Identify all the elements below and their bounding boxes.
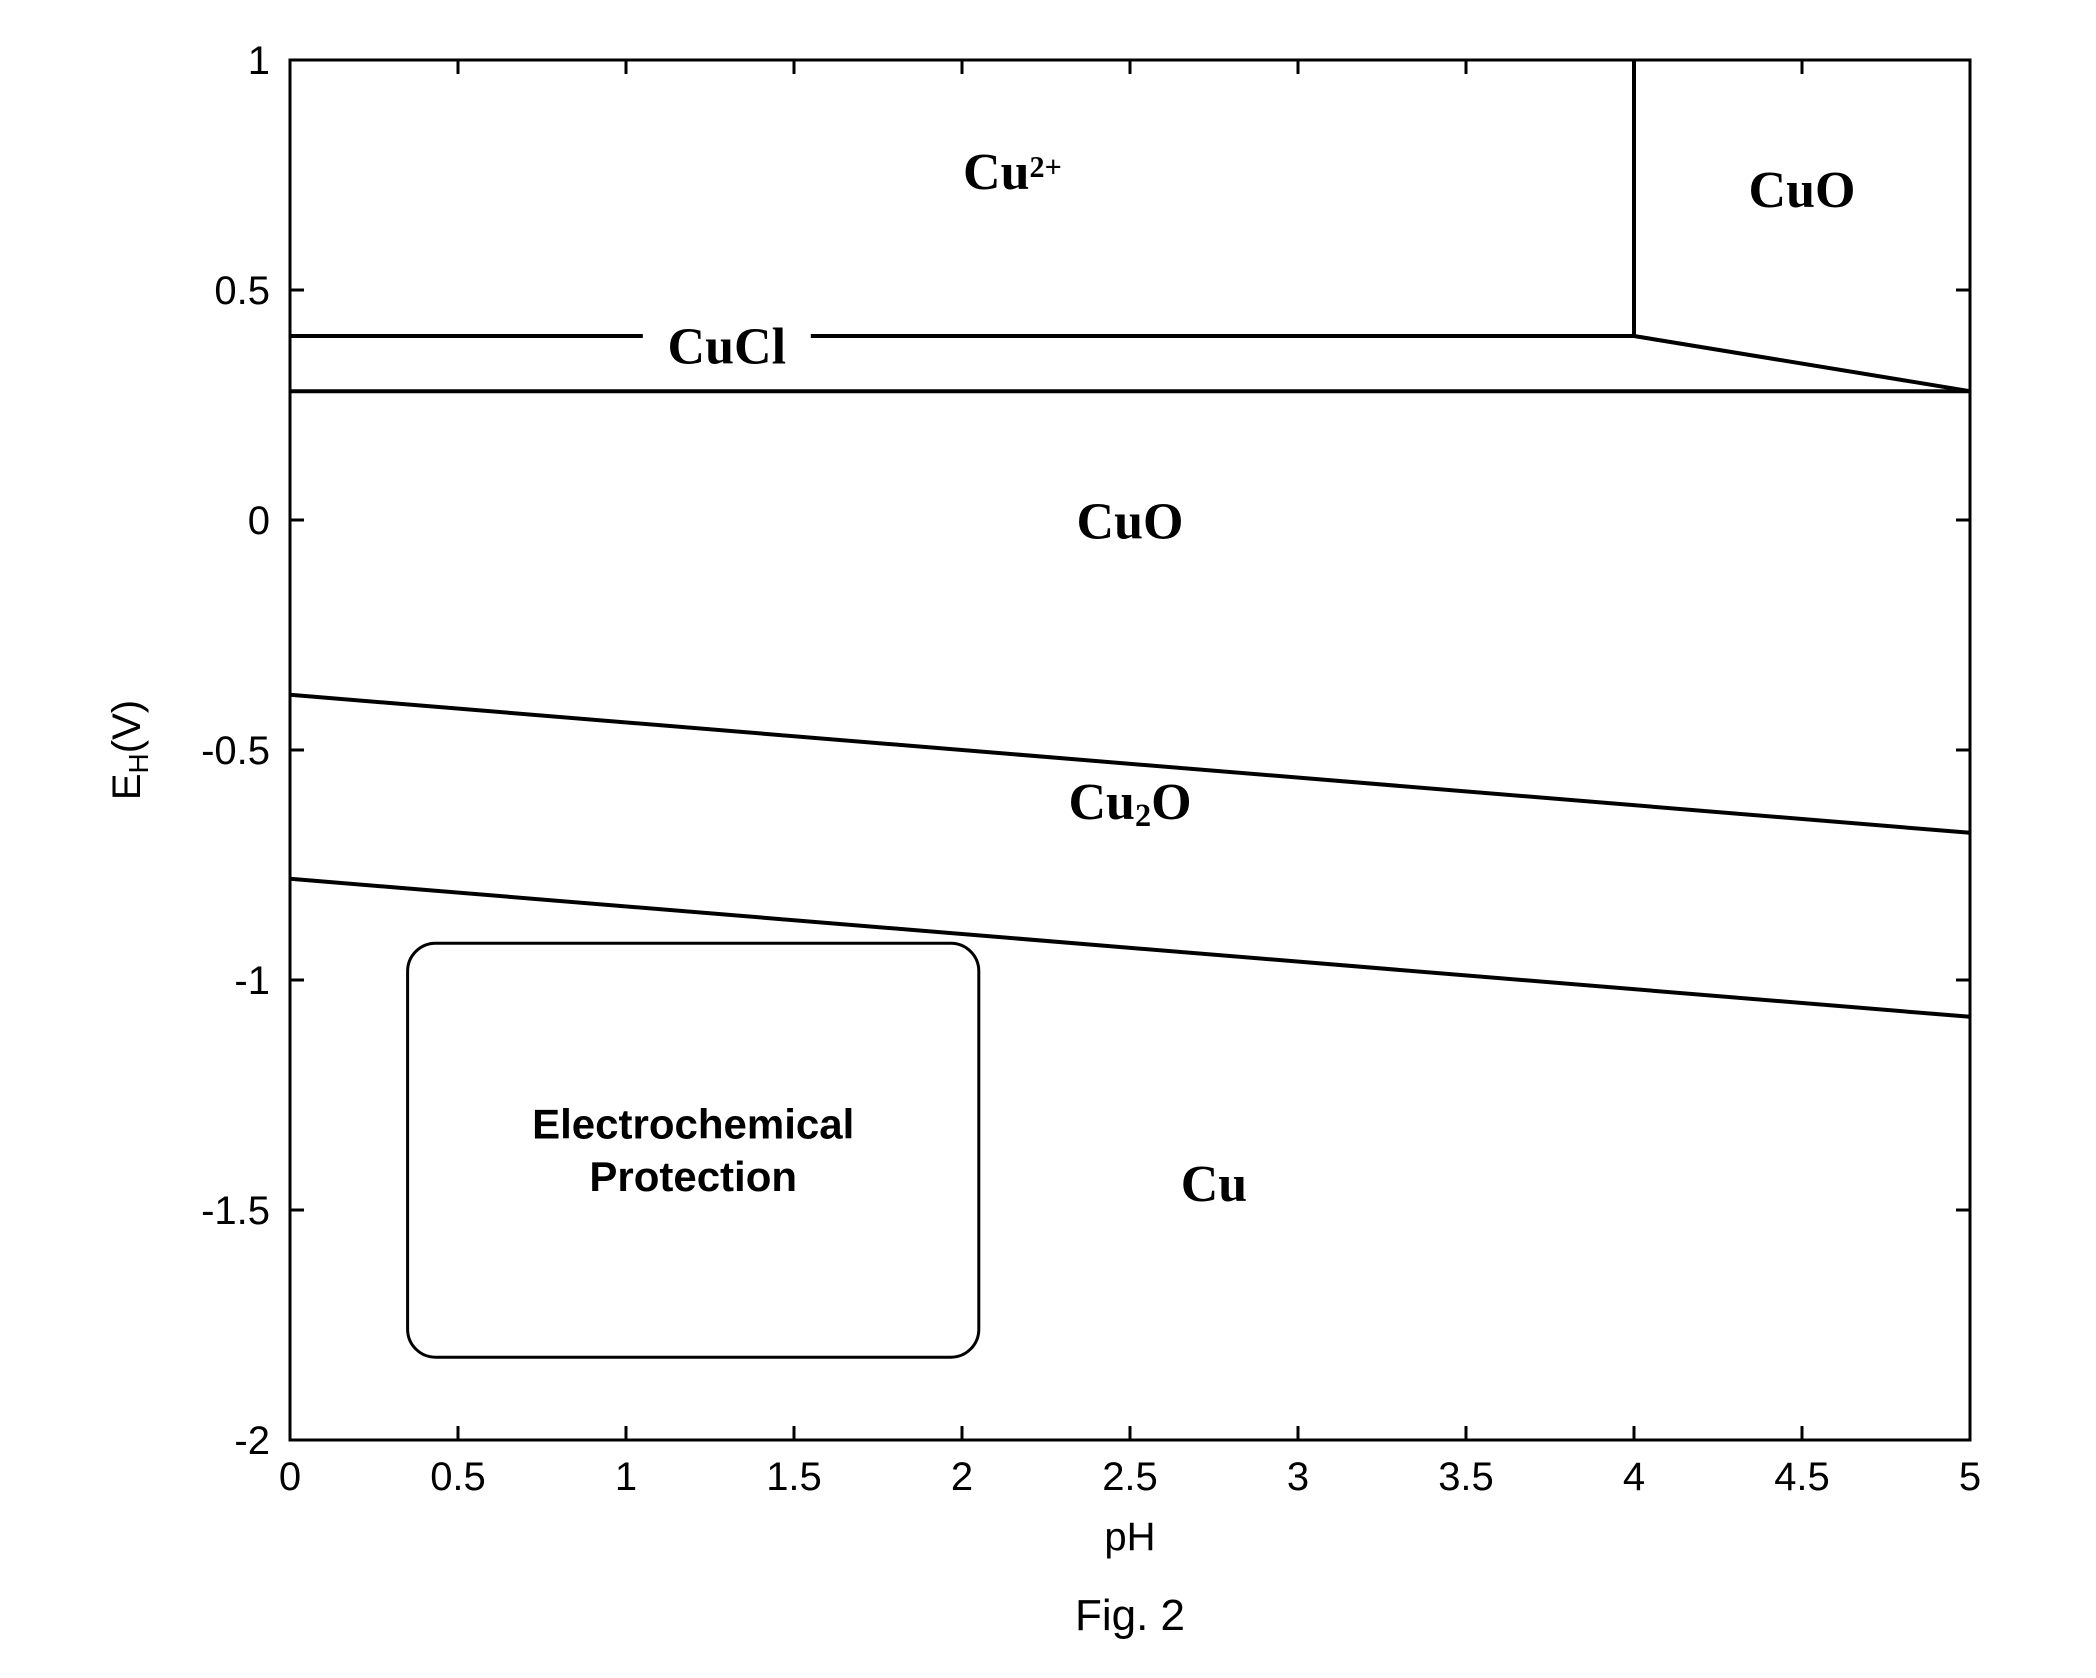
- y-tick-label: 1: [248, 39, 270, 83]
- x-tick-label: 4: [1623, 1455, 1645, 1499]
- y-tick-label: 0.5: [214, 269, 270, 313]
- region-label: Cu: [1181, 1156, 1247, 1213]
- region-label: CuCl: [668, 319, 786, 376]
- y-tick-label: 0: [248, 499, 270, 543]
- figure-caption: Fig. 2: [1075, 1591, 1185, 1640]
- x-tick-label: 1: [615, 1455, 637, 1499]
- x-tick-label: 2: [951, 1455, 973, 1499]
- x-tick-label: 0: [279, 1455, 301, 1499]
- x-tick-label: 4.5: [1774, 1455, 1830, 1499]
- text-box-line: Electrochemical: [532, 1101, 854, 1148]
- text-box-line: Protection: [589, 1153, 797, 1200]
- y-tick-label: -1.5: [201, 1189, 270, 1233]
- y-tick-label: -0.5: [201, 729, 270, 773]
- x-tick-label: 2.5: [1102, 1455, 1158, 1499]
- region-label: Cu2O: [1068, 774, 1191, 833]
- x-tick-label: 3.5: [1438, 1455, 1494, 1499]
- region-label: CuO: [1749, 162, 1856, 219]
- x-tick-label: 3: [1287, 1455, 1309, 1499]
- y-tick-label: -2: [234, 1419, 270, 1463]
- pourbaix-chart: 0 0.5 1 1.5 2 2.5 3 3.5 4 4.5 5 -2 -1.5 -1 -0.5 0 0.5 1 pH…: [60, 20, 2036, 1658]
- x-tick-label: 0.5: [430, 1455, 486, 1499]
- plot-frame: [290, 60, 1970, 1440]
- x-axis-label: pH: [1104, 1515, 1155, 1559]
- region-label: CuO: [1077, 493, 1184, 550]
- chart-container: 0 0.5 1 1.5 2 2.5 3 3.5 4 4.5 5 -2 -1.5 -1 -0.5 0 0.5 1 pH…: [60, 20, 2036, 1658]
- svg-text:EH(V): EH(V): [105, 700, 154, 800]
- x-tick-label: 1.5: [766, 1455, 822, 1499]
- x-tick-label: 5: [1959, 1455, 1981, 1499]
- y-axis-label: EH(V): [105, 700, 154, 800]
- y-tick-label: -1: [234, 959, 270, 1003]
